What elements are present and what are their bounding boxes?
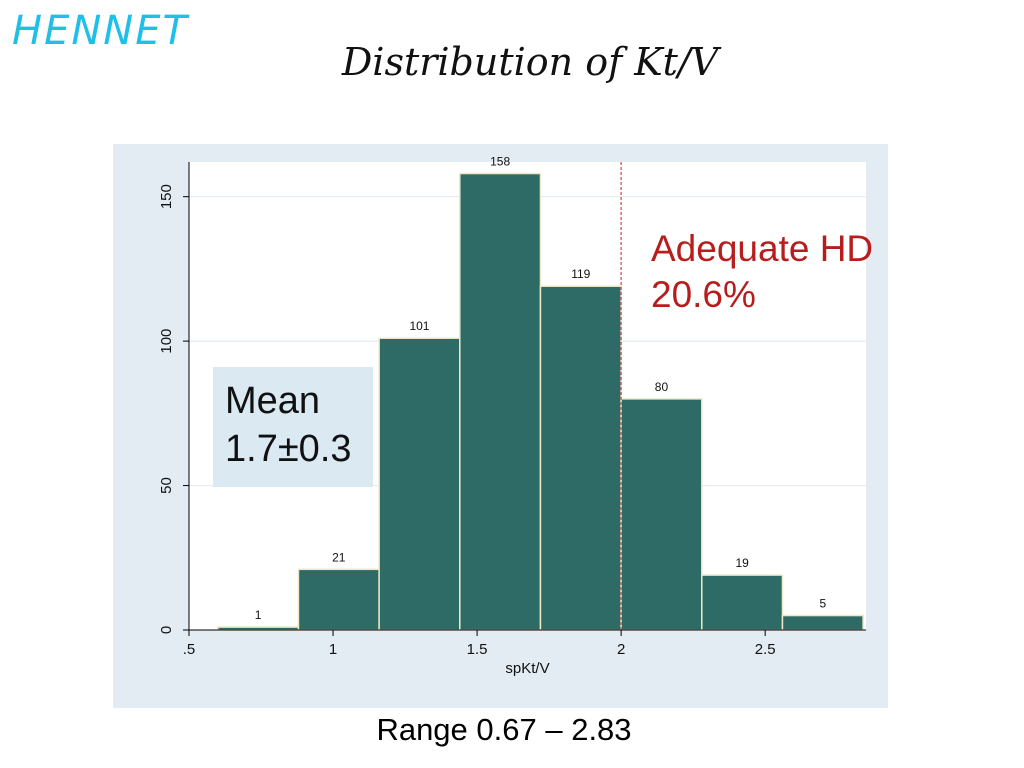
adequate-value: 20.6% <box>651 274 756 315</box>
range-caption: Range 0.67 – 2.83 <box>376 712 632 747</box>
histogram-bar <box>297 568 380 631</box>
x-tick-label: .5 <box>183 641 196 658</box>
bar-value-label: 101 <box>409 319 429 333</box>
mean-value: 1.7±0.3 <box>225 428 352 470</box>
bar-value-label: 80 <box>655 380 669 394</box>
adequate-label: Adequate HD <box>651 228 874 269</box>
histogram-bar <box>539 285 622 631</box>
y-tick-label: 100 <box>158 329 175 354</box>
bar-value-label: 119 <box>571 267 590 281</box>
bar-value-label: 19 <box>735 556 749 570</box>
x-axis-title: spKt/V <box>505 660 549 677</box>
slide-title: Distribution of Kt/V <box>341 40 719 84</box>
x-tick-label: 2 <box>617 641 625 658</box>
x-tick-label: 2.5 <box>755 641 776 658</box>
y-tick-label: 50 <box>158 477 175 494</box>
histogram-bar <box>378 337 461 631</box>
bar-value-label: 21 <box>332 550 346 564</box>
x-tick-label: 1.5 <box>467 641 488 658</box>
histogram-bar <box>620 398 703 631</box>
histogram-bar <box>781 614 864 631</box>
x-tick-label: 1 <box>329 641 337 658</box>
bar-labels: 1 21 101 158 119 80 19 5 <box>255 155 827 623</box>
bar-value-label: 1 <box>255 608 262 622</box>
bars <box>217 172 864 631</box>
bar-value-label: 5 <box>819 597 826 611</box>
y-tick-label: 150 <box>158 184 175 209</box>
bar-value-label: 158 <box>490 155 510 169</box>
adequate-annotation: Adequate HD 20.6% <box>651 226 873 318</box>
histogram-bar <box>459 172 542 631</box>
mean-label: Mean <box>225 380 321 422</box>
mean-annotation: Mean 1.7±0.3 <box>213 367 373 487</box>
histogram-bar <box>701 574 784 631</box>
y-tick-label: 0 <box>158 626 175 634</box>
brand-logo: HENNET <box>12 8 189 54</box>
histogram-panel: 1 21 101 158 119 80 19 5 0 50 100 150 .5 1 1.5 2 2.5 sp… <box>113 144 888 708</box>
axes: 0 50 100 150 .5 1 1.5 2 2.5 <box>158 162 866 658</box>
